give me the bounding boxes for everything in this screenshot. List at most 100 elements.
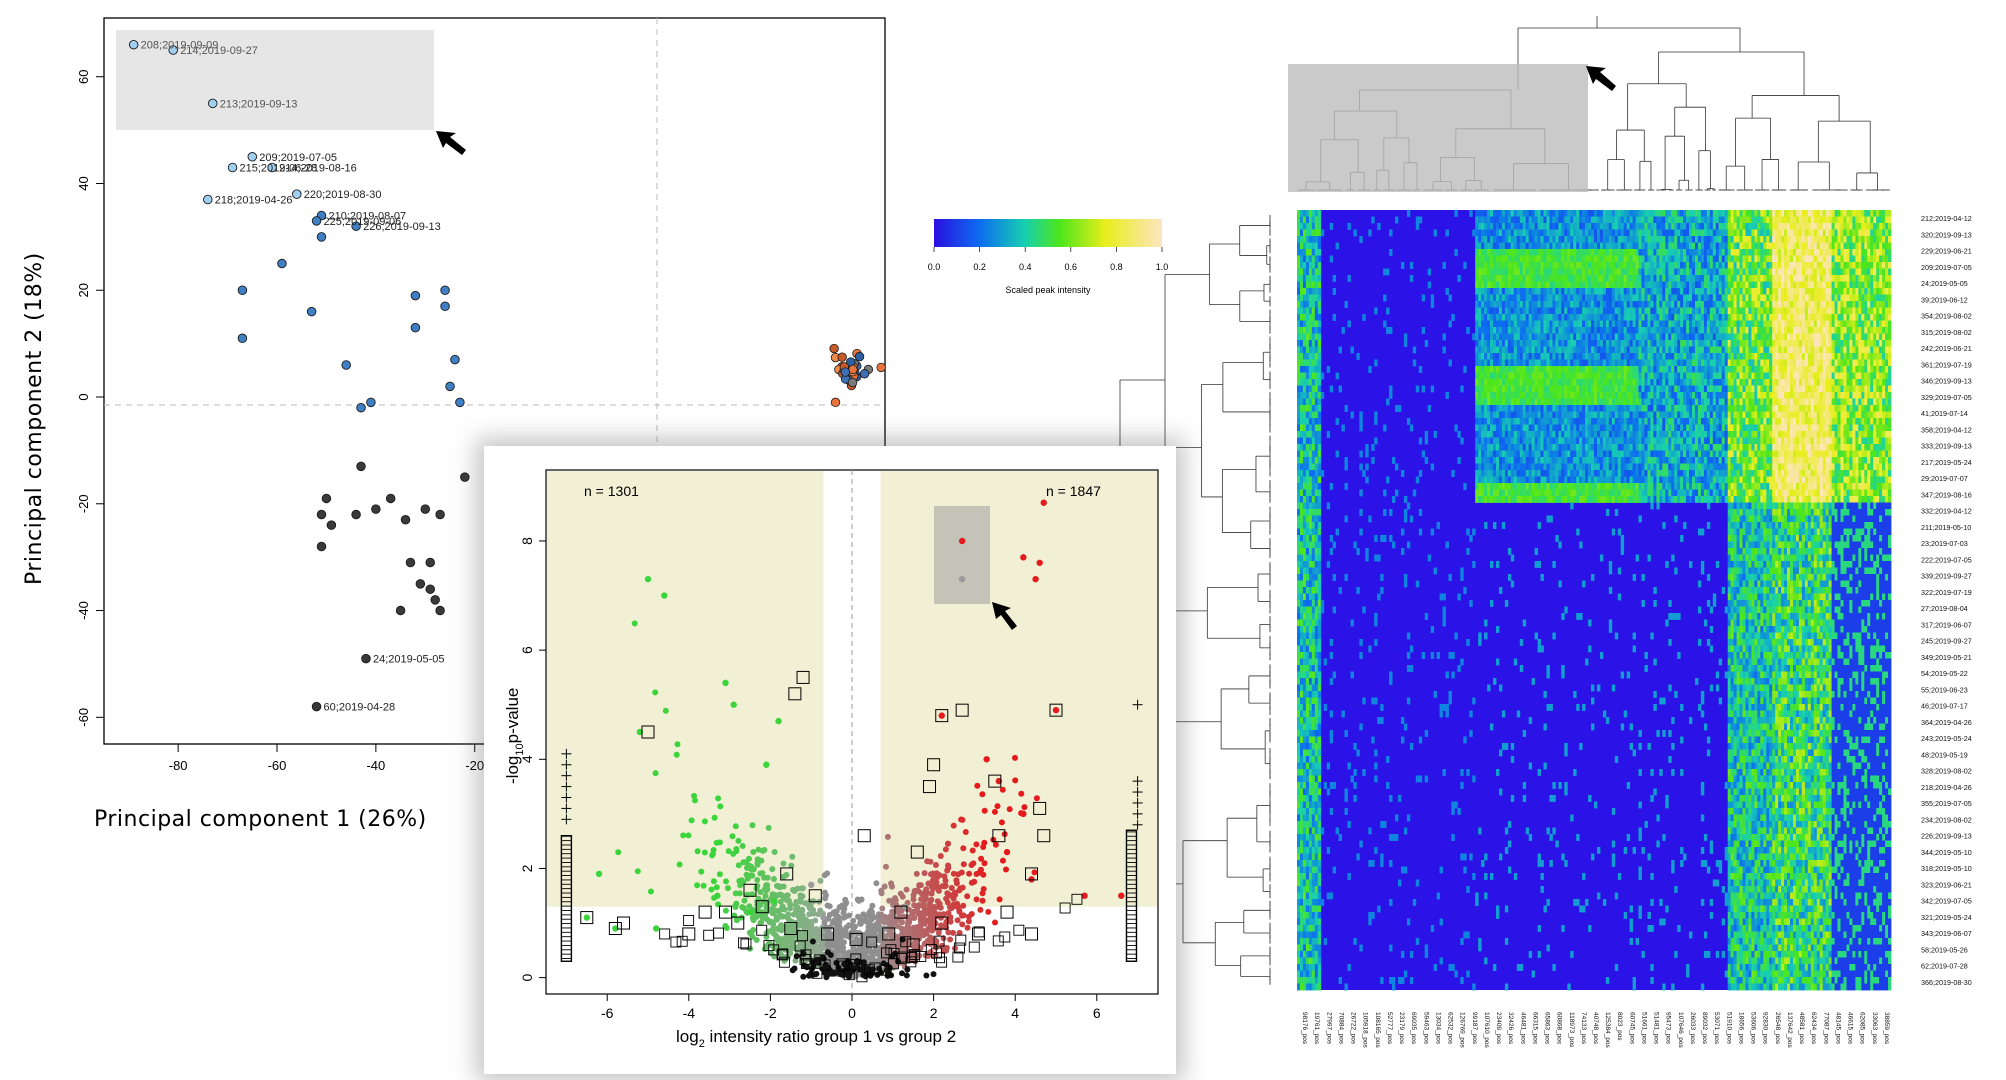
heatmap-cell: [1499, 229, 1503, 237]
heatmap-cell: [1504, 242, 1509, 250]
heatmap-cell: [1727, 307, 1732, 315]
heatmap-cell: [1519, 223, 1524, 230]
heatmap-cell: [1300, 320, 1304, 328]
heatmap-cell: [1516, 223, 1521, 230]
heatmap-cell: [1703, 223, 1708, 230]
heatmap-cell: [1801, 210, 1806, 217]
heatmap-cell: [1599, 210, 1604, 217]
heatmap-cell: [1769, 249, 1773, 256]
heatmap-cell: [1700, 262, 1705, 269]
heatmap-cell: [1888, 249, 1892, 256]
heatmap-cell: [1790, 353, 1794, 360]
heatmap-cell: [1751, 346, 1755, 354]
heatmap-cell: [1567, 288, 1571, 295]
heatmap-cell: [1882, 320, 1886, 328]
heatmap-cell: [1882, 281, 1886, 289]
heatmap-cell: [1882, 229, 1886, 237]
heatmap-cell: [1499, 327, 1503, 334]
heatmap-cell: [1861, 236, 1865, 243]
heatmap-cell: [1626, 223, 1631, 230]
heatmap-cell: [1564, 229, 1568, 237]
heatmap-cell: [1864, 307, 1868, 315]
heatmap-cell: [1647, 314, 1651, 321]
heatmap-cell: [1873, 210, 1877, 217]
heatmap-cell: [1591, 229, 1595, 237]
heatmap-cell: [1873, 353, 1877, 360]
heatmap-cell: [1825, 327, 1830, 334]
heatmap-cell: [1499, 353, 1503, 360]
heatmap-cell: [1843, 210, 1847, 217]
heatmap-cell: [1864, 327, 1868, 334]
heatmap-cell: [1305, 314, 1310, 321]
heatmap-cell: [1736, 210, 1740, 217]
heatmap-cell: [1552, 320, 1556, 328]
heatmap-cell: [1484, 262, 1488, 269]
heatmap-cell: [1861, 288, 1865, 295]
heatmap-cell: [1668, 255, 1672, 263]
heatmap-cell: [1700, 210, 1705, 217]
heatmap-cell: [1513, 301, 1518, 308]
heatmap-cell: [1703, 288, 1708, 295]
heatmap-cell: [1864, 314, 1868, 321]
heatmap-cell: [1745, 210, 1749, 217]
heatmap-cell: [1683, 236, 1687, 243]
heatmap-cell: [1888, 288, 1892, 295]
heatmap-cell: [1813, 327, 1818, 334]
heatmap-cell: [1650, 268, 1654, 276]
pca-point-dark: [460, 472, 470, 482]
heatmap-cell: [1790, 327, 1794, 334]
heatmap-cell: [1796, 320, 1800, 328]
heatmap-cell: [1825, 242, 1830, 250]
heatmap-cell: [1686, 327, 1690, 334]
heatmap-cell: [1807, 210, 1812, 217]
heatmap-cell: [1519, 281, 1524, 289]
pca-point-light: [207, 98, 218, 109]
heatmap-cell: [1427, 281, 1432, 289]
heatmap-cell: [1611, 353, 1616, 360]
heatmap-cell: [1653, 216, 1657, 224]
heatmap-cell: [1602, 268, 1607, 276]
heatmap-cell: [1742, 242, 1746, 250]
heatmap-cell: [1597, 223, 1601, 230]
heatmap-cell: [1733, 210, 1737, 217]
heatmap-cell: [1858, 229, 1862, 237]
heatmap-cell: [1674, 229, 1678, 237]
heatmap-cell: [1781, 249, 1785, 256]
heatmap-cell: [1317, 353, 1322, 360]
heatmap-cell: [1837, 288, 1841, 295]
heatmap-cell: [1561, 210, 1565, 217]
heatmap-cell: [1837, 320, 1841, 328]
heatmap-cell: [1888, 353, 1892, 360]
heatmap-cell: [1308, 216, 1313, 224]
heatmap-cell: [1819, 249, 1824, 256]
heatmap-cell: [1804, 327, 1809, 334]
heatmap-cell: [1745, 340, 1749, 347]
heatmap-cell: [1846, 346, 1850, 354]
pca-point-light: [168, 45, 178, 55]
heatmap-cell: [1885, 346, 1889, 354]
heatmap-cell: [1706, 288, 1711, 295]
heatmap-cell: [1507, 229, 1512, 237]
heatmap-cell: [1478, 314, 1482, 321]
heatmap-cell: [1706, 294, 1711, 302]
heatmap-cell: [1311, 249, 1316, 256]
heatmap-cell: [1742, 320, 1746, 328]
heatmap-cell: [1638, 327, 1642, 334]
heatmap-cell: [1317, 255, 1322, 263]
heatmap-cell: [1843, 281, 1847, 289]
heatmap-cell: [1718, 281, 1723, 289]
heatmap-cell: [1478, 216, 1482, 224]
pca-point-cluster: [847, 377, 858, 388]
heatmap-cell: [1537, 333, 1541, 341]
heatmap-cell: [1766, 346, 1770, 354]
heatmap-cell: [1677, 346, 1681, 354]
heatmap-cell: [1531, 301, 1535, 308]
heatmap-cell: [1695, 307, 1699, 315]
heatmap-cell: [1882, 249, 1886, 256]
heatmap-cell: [1793, 255, 1797, 263]
heatmap-cell: [1540, 340, 1544, 347]
heatmap-cell: [1828, 242, 1832, 250]
heatmap-cell: [1840, 229, 1844, 237]
heatmap-cell: [1582, 223, 1586, 230]
heatmap-cell: [1579, 255, 1583, 263]
